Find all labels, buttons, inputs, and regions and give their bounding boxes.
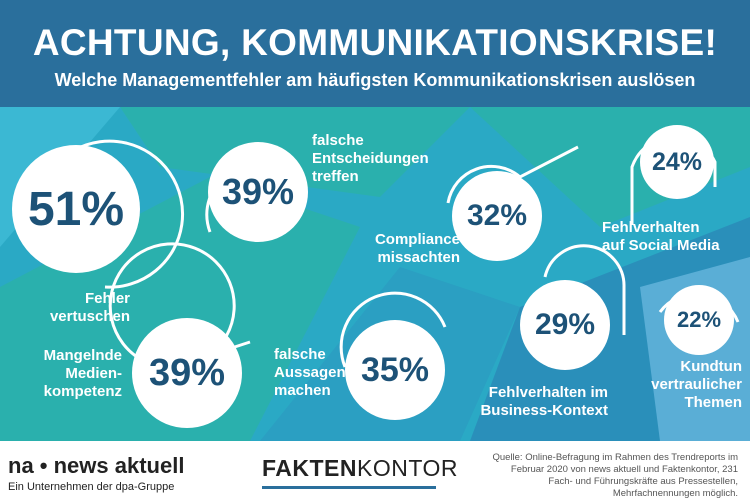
stat-circle-falsche-aussagen: 35% <box>345 320 445 420</box>
stat-circle-medienkompetenz: 39% <box>132 318 242 428</box>
stat-value: 24% <box>651 147 703 176</box>
footer: na • news aktuell Ein Unternehmen der dp… <box>0 441 750 500</box>
stat-label-fehler-vertuschen: Fehler vertuschen <box>49 290 130 325</box>
stat-value: 32% <box>466 199 528 232</box>
stat-label-social-media: Fehlverhalten auf Social Media <box>602 219 720 254</box>
faktenkontor-underline <box>262 486 436 489</box>
stat-circle-vertrauliche-themen: 22% <box>664 285 734 355</box>
stat-value: 39% <box>148 351 226 394</box>
news-aktuell-tagline: Ein Unternehmen der dpa-Gruppe <box>8 481 175 493</box>
source-note: Quelle: Online-Befragung im Rahmen des T… <box>492 452 738 499</box>
stat-label-compliance: Compliance missachten <box>374 231 460 266</box>
stat-label-medienkompetenz: Mangelnde Medien- kompetenz <box>43 347 122 400</box>
stat-circle-business-kontext: 29% <box>520 280 610 370</box>
stat-label-falsche-entscheidungen: falsche Entscheidungen treffen <box>312 132 429 185</box>
stat-value: 29% <box>534 308 596 341</box>
stat-circle-falsche-entscheidungen: 39% <box>208 142 308 242</box>
stat-value: 35% <box>360 350 430 389</box>
stat-label-vertrauliche-themen: Kundtun vertraulicher Themen <box>651 358 742 411</box>
stat-value: 39% <box>221 171 295 212</box>
header-banner: ACHTUNG, KOMMUNIKATIONSKRISE! Welche Man… <box>0 0 750 107</box>
stat-circle-compliance: 32% <box>452 171 542 261</box>
page-title: ACHTUNG, KOMMUNIKATIONSKRISE! <box>32 22 718 63</box>
stat-value: 22% <box>676 307 722 332</box>
stat-circle-fehler-vertuschen: 51% <box>12 145 140 273</box>
stat-label-falsche-aussagen: falsche Aussagen machen <box>274 346 346 399</box>
stat-label-business-kontext: Fehlverhalten im Business-Kontext <box>480 384 608 419</box>
stat-value: 51% <box>27 182 125 236</box>
faktenkontor-logo: FAKTENKONTOR <box>262 455 458 489</box>
stat-circle-social-media: 24% <box>640 125 714 199</box>
news-aktuell-logo: na • news aktuell <box>8 453 185 478</box>
page-subtitle: Welche Managementfehler am häufigsten Ko… <box>54 70 696 90</box>
